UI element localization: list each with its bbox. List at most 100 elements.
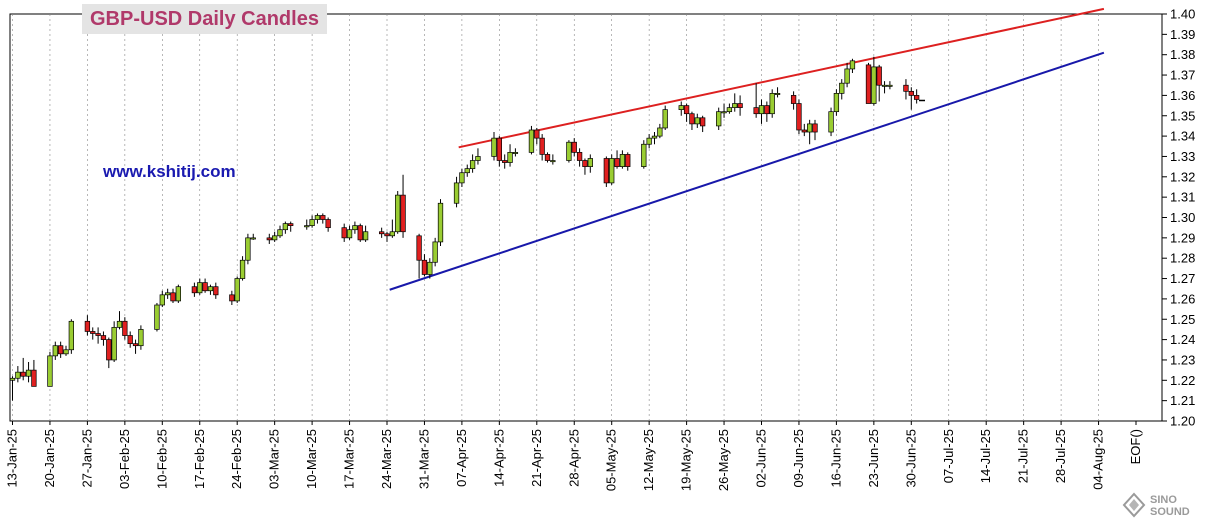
y-tick-label: 1.22 bbox=[1170, 373, 1195, 388]
candle-body bbox=[100, 335, 107, 340]
candle-body bbox=[459, 172, 465, 184]
trend-lines bbox=[389, 7, 1105, 291]
candle-body bbox=[913, 95, 920, 100]
candle-body bbox=[25, 369, 32, 377]
candles bbox=[9, 56, 925, 401]
candle-body bbox=[400, 194, 406, 233]
candle-body bbox=[796, 103, 802, 131]
candle-body bbox=[304, 225, 310, 228]
candle-body bbox=[496, 137, 502, 161]
x-tick-label: 02-Jun-25 bbox=[754, 429, 769, 488]
candle-body bbox=[801, 129, 807, 133]
candle-body bbox=[229, 294, 235, 302]
candle-body bbox=[881, 84, 888, 87]
candle-body bbox=[678, 105, 684, 110]
candle-body bbox=[833, 93, 840, 113]
candle-body bbox=[191, 286, 198, 294]
candle-body bbox=[202, 282, 208, 292]
candle-body bbox=[132, 343, 139, 347]
candle-body bbox=[282, 223, 288, 231]
candle-body bbox=[111, 327, 117, 361]
candle-body bbox=[871, 66, 877, 104]
plot-area bbox=[9, 13, 1163, 422]
x-tick-label: 26-May-25 bbox=[716, 429, 731, 491]
y-tick-label: 1.40 bbox=[1170, 7, 1195, 22]
candle-body bbox=[721, 111, 727, 114]
x-tick-label: 12-May-25 bbox=[641, 429, 656, 491]
support-trend-line bbox=[389, 51, 1105, 291]
candle-body bbox=[57, 345, 64, 355]
candle-body bbox=[571, 141, 577, 153]
x-tick-label: 28-Jul-25 bbox=[1053, 429, 1068, 483]
candle-body bbox=[769, 93, 775, 115]
candle-body bbox=[609, 158, 615, 184]
candle-body bbox=[737, 103, 743, 108]
candle-body bbox=[651, 135, 658, 139]
candle-body bbox=[213, 286, 219, 296]
y-tick-label: 1.28 bbox=[1170, 251, 1195, 266]
candle-body bbox=[699, 117, 706, 127]
candle-body bbox=[207, 286, 214, 292]
candle-body bbox=[325, 219, 331, 229]
candle-body bbox=[122, 320, 128, 336]
x-tick-label: 03-Mar-25 bbox=[267, 429, 282, 489]
candle-body bbox=[544, 154, 551, 161]
candle-body bbox=[427, 261, 433, 275]
candle-body bbox=[421, 259, 428, 275]
candle-body bbox=[641, 143, 647, 167]
candle-body bbox=[127, 335, 133, 345]
y-tick-label: 1.33 bbox=[1170, 149, 1195, 164]
candle-body bbox=[689, 113, 695, 125]
candle-body bbox=[790, 95, 797, 104]
candle-body bbox=[475, 156, 481, 161]
candle-body bbox=[352, 225, 358, 231]
candle-body bbox=[437, 202, 444, 243]
candle-body bbox=[63, 349, 69, 355]
x-tick-label: 31-Mar-25 bbox=[416, 429, 431, 489]
website-label: www.kshitij.com bbox=[103, 162, 236, 181]
x-tick-label: 30-Jun-25 bbox=[903, 429, 918, 488]
candle-body bbox=[469, 160, 476, 170]
y-tick-label: 1.29 bbox=[1170, 230, 1195, 245]
y-tick-label: 1.24 bbox=[1170, 332, 1195, 347]
candle-body bbox=[384, 233, 390, 237]
x-tick-label: 04-Aug-25 bbox=[1091, 429, 1106, 490]
x-tick-label: 21-Apr-25 bbox=[529, 429, 544, 487]
chart-title: GBP-USD Daily Candles bbox=[82, 4, 327, 34]
candle-body bbox=[432, 241, 438, 263]
candle-body bbox=[614, 158, 620, 167]
candle-body bbox=[277, 229, 283, 237]
x-tick-label: 03-Feb-25 bbox=[117, 429, 132, 489]
x-tick-label: 28-Apr-25 bbox=[566, 429, 581, 487]
candle-body bbox=[812, 123, 818, 133]
candle-body bbox=[726, 107, 733, 113]
candle-body bbox=[683, 105, 690, 115]
candle-body bbox=[662, 109, 668, 129]
candle-body bbox=[716, 111, 722, 127]
candle-body bbox=[346, 229, 353, 239]
candle-body bbox=[732, 103, 738, 108]
candle-body bbox=[887, 84, 893, 87]
resistance-trend-line bbox=[458, 7, 1105, 149]
candle-body bbox=[416, 235, 422, 261]
candle-body bbox=[9, 377, 16, 381]
x-tick-label: 19-May-25 bbox=[679, 429, 694, 491]
candle-body bbox=[865, 64, 872, 104]
candle-body bbox=[31, 369, 37, 387]
candle-body bbox=[314, 215, 321, 220]
x-tick-label: 13-Jan-25 bbox=[5, 429, 20, 488]
candle-body bbox=[309, 219, 315, 226]
candle-body bbox=[453, 182, 460, 204]
x-tick-label: 23-Jun-25 bbox=[866, 429, 881, 488]
candle-body bbox=[876, 66, 882, 86]
candle-body bbox=[90, 331, 96, 334]
candle-body bbox=[844, 68, 850, 84]
candle-body bbox=[234, 278, 240, 302]
y-tick-label: 1.36 bbox=[1170, 88, 1195, 103]
candle-body bbox=[138, 329, 144, 347]
candle-body bbox=[839, 82, 845, 94]
candle-body bbox=[566, 141, 572, 161]
candle-body bbox=[245, 237, 251, 261]
candle-body bbox=[272, 235, 278, 241]
